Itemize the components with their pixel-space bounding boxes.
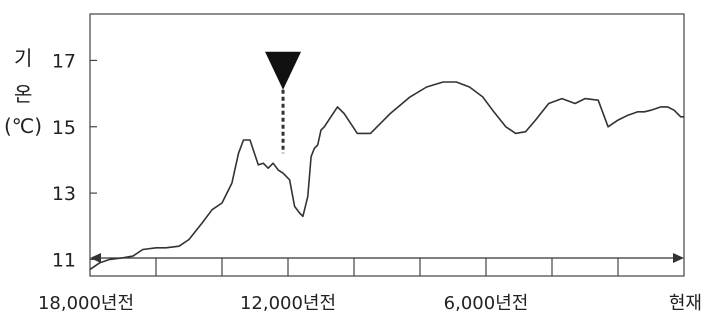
- temperature-line: [89, 81, 684, 271]
- x-tick-labels: 18,000년전 12,000년전 6,000년전 현재: [38, 293, 702, 314]
- y-axis-label-1: 기: [14, 46, 33, 70]
- timeline-arrow: [90, 253, 684, 276]
- y-axis-label-2: 온: [14, 82, 33, 106]
- x-tick-label: 18,000년전: [38, 293, 134, 314]
- y-tick-label: 11: [52, 249, 76, 271]
- x-tick-label: 6,000년전: [444, 293, 529, 314]
- plot-frame: [89, 13, 685, 277]
- y-tick-label: 13: [52, 183, 76, 205]
- timeline-arrowhead-left: [90, 253, 101, 263]
- event-marker: [265, 51, 302, 154]
- y-ticks: 11 13 15 17: [52, 50, 97, 271]
- x-tick-label: 12,000년전: [240, 293, 336, 314]
- x-tick-label: 현재: [669, 293, 702, 314]
- timeline-arrowhead-right: [673, 253, 684, 263]
- marker-triangle: [265, 51, 302, 90]
- y-tick-label: 15: [52, 117, 76, 139]
- y-tick-label: 17: [52, 50, 76, 72]
- y-axis-label-3: (℃): [4, 114, 43, 138]
